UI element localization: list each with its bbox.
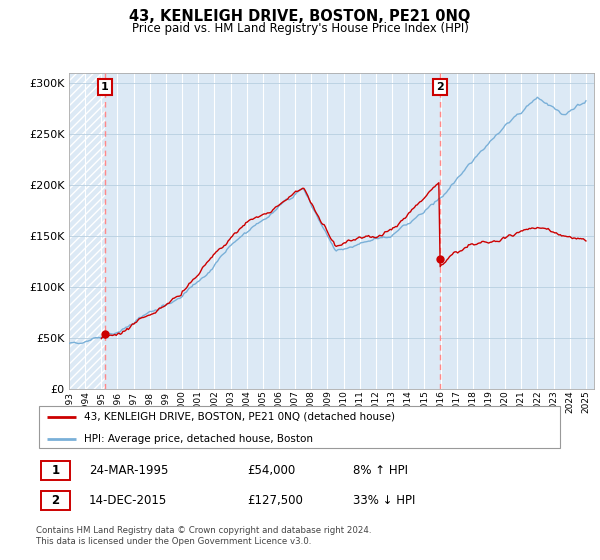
- Text: 43, KENLEIGH DRIVE, BOSTON, PE21 0NQ (detached house): 43, KENLEIGH DRIVE, BOSTON, PE21 0NQ (de…: [83, 412, 395, 422]
- Text: 8% ↑ HPI: 8% ↑ HPI: [353, 464, 408, 477]
- Text: 24-MAR-1995: 24-MAR-1995: [89, 464, 168, 477]
- Text: HPI: Average price, detached house, Boston: HPI: Average price, detached house, Bost…: [83, 435, 313, 445]
- Text: 1: 1: [52, 464, 59, 477]
- FancyBboxPatch shape: [38, 405, 560, 449]
- FancyBboxPatch shape: [41, 461, 70, 480]
- Text: 2: 2: [52, 494, 59, 507]
- Text: 14-DEC-2015: 14-DEC-2015: [89, 494, 167, 507]
- Text: Contains HM Land Registry data © Crown copyright and database right 2024.
This d: Contains HM Land Registry data © Crown c…: [36, 526, 371, 546]
- Text: 33% ↓ HPI: 33% ↓ HPI: [353, 494, 415, 507]
- Text: 43, KENLEIGH DRIVE, BOSTON, PE21 0NQ: 43, KENLEIGH DRIVE, BOSTON, PE21 0NQ: [130, 9, 470, 24]
- Text: 2: 2: [436, 82, 444, 92]
- Text: 1: 1: [101, 82, 109, 92]
- FancyBboxPatch shape: [41, 492, 70, 510]
- Text: £127,500: £127,500: [247, 494, 303, 507]
- Text: £54,000: £54,000: [247, 464, 295, 477]
- Text: Price paid vs. HM Land Registry's House Price Index (HPI): Price paid vs. HM Land Registry's House …: [131, 22, 469, 35]
